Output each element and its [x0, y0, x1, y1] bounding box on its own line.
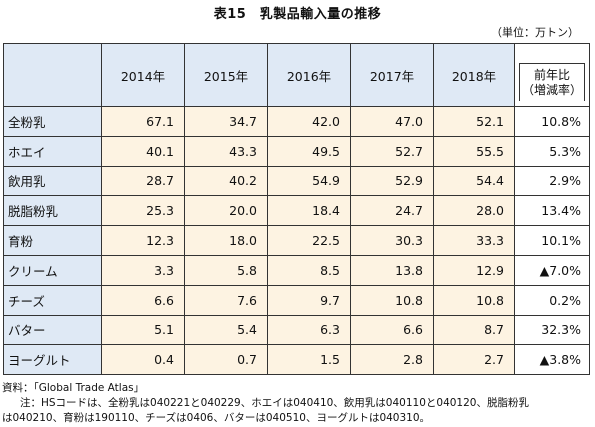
value-cell: 8.5 [267, 254, 351, 286]
product-name: チーズ [3, 284, 102, 316]
yoy-cell: 10.1% [514, 225, 590, 256]
table-row: 育粉 12.3 18.0 22.5 30.3 33.3 10.1% [3, 225, 590, 256]
value-cell: 33.3 [433, 225, 515, 256]
value-cell: 22.5 [267, 225, 351, 256]
header-year: 2015年 [184, 43, 268, 107]
value-cell: 52.7 [350, 135, 434, 167]
product-name: 脱脂粉乳 [3, 195, 102, 227]
value-cell: 6.6 [350, 314, 434, 346]
yoy-cell: 2.9% [514, 165, 590, 197]
value-cell: 52.1 [433, 106, 515, 137]
product-name: 全粉乳 [3, 106, 102, 137]
value-cell: 67.1 [101, 106, 185, 137]
yoy-cell: 5.3% [514, 135, 590, 167]
value-cell: 0.4 [101, 344, 185, 376]
unit-label: （単位：万トン） [491, 26, 579, 39]
value-cell: 13.8 [350, 254, 434, 286]
table-row: バター 5.1 5.4 6.3 6.6 8.7 32.3% [3, 314, 590, 346]
value-cell: 54.9 [267, 165, 351, 197]
table-row: チーズ 6.6 7.6 9.7 10.8 10.8 0.2% [3, 284, 590, 316]
value-cell: 30.3 [350, 225, 434, 256]
source-note: 資料：「Global Trade Atlas」 [2, 382, 145, 394]
header-yoy: 前年比 （増減率） [514, 43, 590, 107]
value-cell: 52.9 [350, 165, 434, 197]
yoy-header-label: 前年比 [533, 68, 570, 82]
table-row: クリーム 3.3 5.8 8.5 13.8 12.9 ▲7.0% [3, 254, 590, 286]
yoy-cell: ▲7.0% [514, 254, 590, 286]
value-cell: 5.8 [184, 254, 268, 286]
header-corner [3, 43, 102, 107]
product-name: 育粉 [3, 225, 102, 256]
value-cell: 34.7 [184, 106, 268, 137]
value-cell: 12.9 [433, 254, 515, 286]
value-cell: 24.7 [350, 195, 434, 227]
value-cell: 5.1 [101, 314, 185, 346]
value-cell: 40.2 [184, 165, 268, 197]
value-cell: 18.0 [184, 225, 268, 256]
product-name: バター [3, 314, 102, 346]
hs-code-note-cont: は040210、育粉は190110、チーズは0406、バターは040510、ヨー… [2, 412, 431, 424]
value-cell: 12.3 [101, 225, 185, 256]
value-cell: 6.6 [101, 284, 185, 316]
yoy-cell: 10.8% [514, 106, 590, 137]
yoy-header-sublabel: （増減率） [521, 83, 582, 97]
table-row: ホエイ 40.1 43.3 49.5 52.7 55.5 5.3% [3, 135, 590, 167]
value-cell: 25.3 [101, 195, 185, 227]
yoy-cell: 32.3% [514, 314, 590, 346]
notes: 資料：「Global Trade Atlas」 注：HSコードは、全粉乳は040… [2, 381, 594, 426]
value-cell: 43.3 [184, 135, 268, 167]
yoy-header-box: 前年比 （増減率） [519, 63, 585, 101]
value-cell: 6.3 [267, 314, 351, 346]
value-cell: 54.4 [433, 165, 515, 197]
value-cell: 28.7 [101, 165, 185, 197]
value-cell: 5.4 [184, 314, 268, 346]
value-cell: 42.0 [267, 106, 351, 137]
table-row: 飲用乳 28.7 40.2 54.9 52.9 54.4 2.9% [3, 165, 590, 197]
hs-code-note-line1: 注：HSコードは、全粉乳は040221と040229、ホエイは040410、飲用… [20, 397, 529, 409]
value-cell: 8.7 [433, 314, 515, 346]
value-cell: 3.3 [101, 254, 185, 286]
table-row: ヨーグルト 0.4 0.7 1.5 2.8 2.7 ▲3.8% [3, 344, 590, 376]
table-title: 表15 乳製品輸入量の推移 [213, 7, 382, 22]
value-cell: 28.0 [433, 195, 515, 227]
value-cell: 40.1 [101, 135, 185, 167]
value-cell: 10.8 [350, 284, 434, 316]
value-cell: 1.5 [267, 344, 351, 376]
value-cell: 49.5 [267, 135, 351, 167]
value-cell: 2.7 [433, 344, 515, 376]
value-cell: 20.0 [184, 195, 268, 227]
product-name: クリーム [3, 254, 102, 286]
yoy-cell: 0.2% [514, 284, 590, 316]
table-row: 全粉乳 67.1 34.7 42.0 47.0 52.1 10.8% [3, 106, 590, 137]
hs-code-note: 注：HSコードは、全粉乳は040221と040229、ホエイは040410、飲用… [2, 396, 594, 411]
value-cell: 47.0 [350, 106, 434, 137]
value-cell: 9.7 [267, 284, 351, 316]
product-name: ホエイ [3, 135, 102, 167]
value-cell: 0.7 [184, 344, 268, 376]
value-cell: 10.8 [433, 284, 515, 316]
yoy-cell: 13.4% [514, 195, 590, 227]
header-year: 2014年 [101, 43, 185, 107]
header-year: 2017年 [350, 43, 434, 107]
product-name: ヨーグルト [3, 344, 102, 376]
header-year: 2016年 [267, 43, 351, 107]
product-name: 飲用乳 [3, 165, 102, 197]
value-cell: 18.4 [267, 195, 351, 227]
table-body: 全粉乳 67.1 34.7 42.0 47.0 52.1 10.8% ホエイ 40.1 43.3 4… [3, 106, 590, 376]
import-volume-table: 2014年 2015年 2016年 2017年 2018年 前年比 （増減率） … [3, 43, 590, 376]
table-row: 脱脂粉乳 25.3 20.0 18.4 24.7 28.0 13.4% [3, 195, 590, 227]
header-year: 2018年 [433, 43, 515, 107]
value-cell: 55.5 [433, 135, 515, 167]
value-cell: 7.6 [184, 284, 268, 316]
header-row: 2014年 2015年 2016年 2017年 2018年 前年比 （増減率） [3, 43, 590, 107]
value-cell: 2.8 [350, 344, 434, 376]
yoy-cell: ▲3.8% [514, 344, 590, 376]
